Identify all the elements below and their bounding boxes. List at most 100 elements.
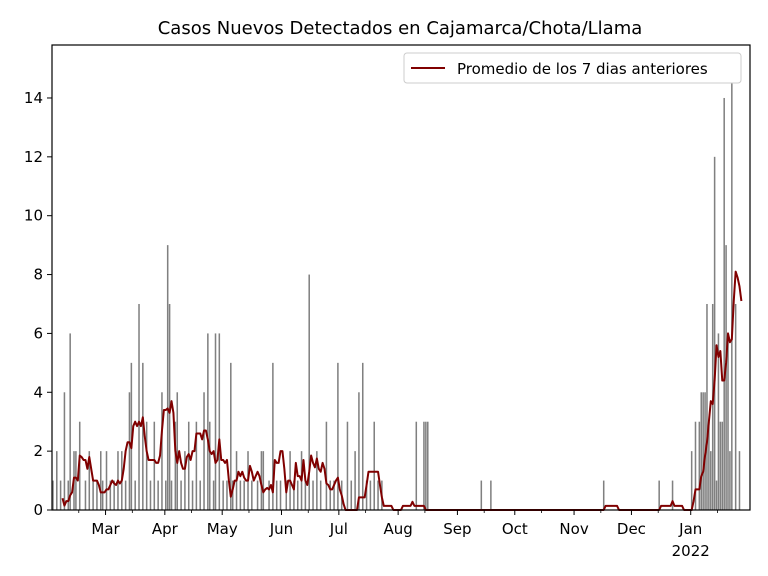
x-tick-label: Jan	[678, 520, 702, 538]
bar	[195, 421, 198, 510]
x-tick-label: Sep	[443, 520, 471, 538]
y-tick-label: 6	[33, 324, 43, 342]
y-tick-label: 10	[24, 207, 43, 225]
bar	[337, 362, 339, 510]
bar	[63, 392, 66, 510]
bar	[671, 480, 674, 510]
bar	[308, 274, 310, 510]
bar	[296, 480, 299, 510]
y-axis: 0 2 4 6 8 10 12 14	[24, 89, 52, 519]
bar	[199, 480, 201, 510]
bar	[230, 362, 232, 510]
bar	[262, 451, 265, 510]
legend-box	[403, 52, 742, 84]
bar	[717, 333, 720, 510]
bar	[358, 392, 360, 510]
bar	[725, 245, 727, 510]
bar	[708, 421, 710, 510]
bar	[316, 451, 318, 510]
bar	[490, 480, 492, 510]
bar	[187, 421, 190, 510]
bar	[149, 480, 152, 510]
bar	[165, 480, 167, 510]
bar	[75, 451, 77, 510]
bar	[285, 480, 288, 510]
bar	[721, 421, 724, 510]
bar	[176, 392, 179, 510]
bar	[145, 421, 148, 510]
bar	[329, 480, 332, 510]
bar	[212, 480, 215, 510]
bar	[325, 421, 328, 510]
plot-frame	[51, 44, 751, 511]
bar	[706, 303, 708, 510]
bar	[715, 480, 718, 510]
bar	[222, 480, 224, 510]
bar	[602, 480, 605, 510]
average-line	[61, 270, 743, 511]
x-tick-label: Aug	[383, 520, 412, 538]
x-tick-label: Jun	[269, 520, 293, 538]
x-tick-label: Dec	[617, 520, 646, 538]
y-tick-label: 4	[33, 383, 43, 401]
bar	[92, 480, 94, 510]
bar	[101, 480, 104, 510]
legend-label: Promedio de los 7 dias anteriores	[457, 60, 708, 78]
bar	[275, 480, 278, 510]
bar	[293, 480, 295, 510]
bar	[373, 421, 375, 510]
bar	[100, 451, 102, 510]
bar	[218, 333, 221, 510]
bar	[279, 480, 282, 510]
bar	[214, 333, 217, 510]
bar	[243, 480, 245, 510]
x-tick-label: Oct	[502, 520, 528, 538]
bar	[56, 451, 58, 510]
bar	[128, 392, 131, 510]
bar	[312, 480, 314, 510]
line-series	[61, 270, 743, 511]
bar	[203, 392, 205, 510]
bar	[84, 480, 87, 510]
bar	[231, 480, 234, 510]
bar	[427, 421, 429, 510]
bar	[415, 421, 418, 510]
y-tick-label: 0	[33, 501, 43, 519]
bar	[711, 303, 714, 510]
bar	[423, 421, 425, 510]
x-tick-label: Apr	[152, 520, 179, 538]
bar	[130, 362, 133, 510]
y-tick-label: 12	[24, 148, 43, 166]
bar	[731, 68, 733, 510]
bar	[105, 451, 108, 510]
bar	[209, 421, 211, 510]
bar	[67, 480, 70, 510]
y-tick-label: 14	[24, 89, 43, 107]
bar	[161, 392, 163, 510]
bar	[272, 362, 274, 510]
bar	[727, 333, 729, 510]
bar-series	[52, 68, 741, 510]
bar	[694, 421, 697, 510]
bar	[153, 421, 156, 510]
bar	[52, 480, 54, 510]
x-tick-label: Jul	[329, 520, 348, 538]
bar	[377, 480, 379, 510]
bar	[138, 303, 140, 510]
x-tick-label: Mar	[91, 520, 120, 538]
bar	[304, 480, 307, 510]
bar	[69, 333, 71, 510]
bar	[109, 480, 112, 510]
bar	[365, 480, 368, 510]
bar	[350, 480, 353, 510]
bar	[361, 362, 364, 510]
bar	[710, 451, 712, 510]
bar	[191, 480, 194, 510]
y-tick-label: 8	[33, 266, 43, 284]
x-tick-label: Nov	[559, 520, 588, 538]
bar	[142, 362, 144, 510]
bar	[113, 480, 115, 510]
bar	[719, 421, 722, 510]
bar	[170, 480, 173, 510]
